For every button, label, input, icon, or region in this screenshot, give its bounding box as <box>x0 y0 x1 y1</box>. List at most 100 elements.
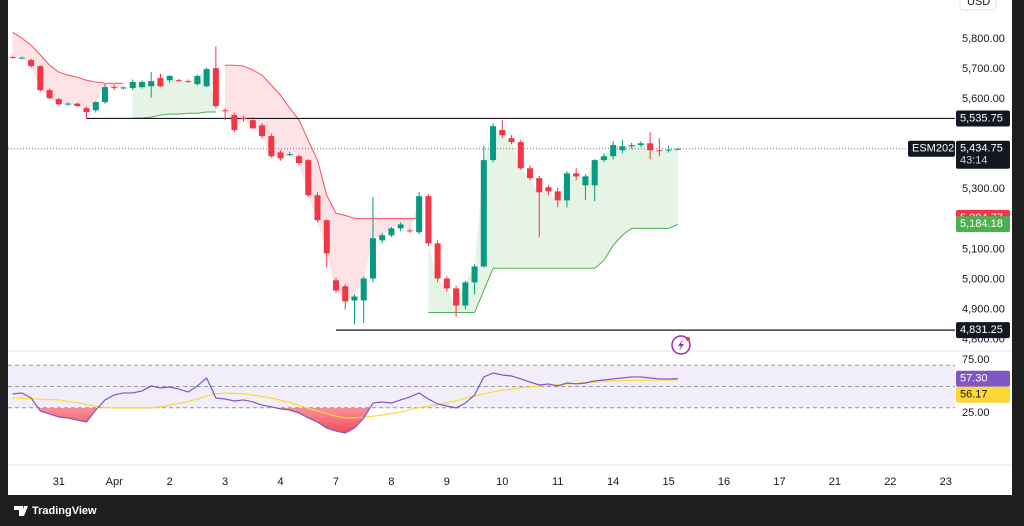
x-tick-label: 31 <box>53 476 65 488</box>
level-label-box <box>956 322 1010 339</box>
band-line <box>132 111 216 119</box>
chart-area <box>8 0 1012 495</box>
currency: USD <box>967 0 990 8</box>
candle-body <box>18 57 25 59</box>
candle-body <box>517 142 524 169</box>
candle-body <box>175 80 182 82</box>
brand-logo <box>14 506 28 516</box>
band-line <box>12 31 124 84</box>
candle-body <box>249 120 256 129</box>
candle-body <box>148 81 155 87</box>
candle-body <box>591 160 598 186</box>
currency-box[interactable] <box>959 0 997 11</box>
y-tick-label: 5,300.00 <box>962 183 1005 195</box>
band-fill <box>12 32 124 113</box>
candle-body <box>610 145 617 157</box>
rsi-last-label: 57.30 <box>960 373 988 385</box>
candle-body <box>582 176 589 186</box>
candle-body <box>471 266 478 283</box>
candle-body <box>74 103 81 107</box>
x-tick-label: 7 <box>333 476 339 488</box>
candle-body <box>203 69 210 87</box>
candle-body <box>379 235 386 241</box>
candle-body <box>259 125 266 137</box>
y-tick-label: 5,100.00 <box>962 243 1005 255</box>
y-tick-label: 4,900.00 <box>962 303 1005 315</box>
y-tick-label: 5,800.00 <box>962 33 1005 45</box>
candle-body <box>92 102 99 111</box>
candle-body <box>212 68 219 107</box>
y-tick-label: 5,600.00 <box>962 93 1005 105</box>
candle-body <box>157 78 164 87</box>
x-tick-label: 3 <box>222 476 228 488</box>
price-pane <box>8 31 955 331</box>
candle-body <box>9 57 16 59</box>
candle-body <box>296 156 303 164</box>
candle-body <box>656 150 663 152</box>
oversold-fill <box>12 407 678 434</box>
candle-body <box>545 187 552 192</box>
level-label: 5,535.75 <box>960 112 1003 124</box>
candle-body <box>286 154 293 156</box>
candle-body <box>647 143 654 151</box>
candle-body <box>628 145 635 147</box>
x-tick-label: 4 <box>277 476 283 488</box>
candle-body <box>490 126 497 161</box>
candle-body <box>55 99 62 105</box>
x-tick-label: 2 <box>167 476 173 488</box>
candle-body <box>637 143 644 146</box>
candle-body <box>351 296 358 301</box>
candle-body <box>37 66 44 91</box>
band-line <box>428 223 679 313</box>
band-fill <box>428 126 678 313</box>
last-price-box <box>956 140 1010 169</box>
x-tick-label: 9 <box>444 476 450 488</box>
candle-body <box>443 278 450 289</box>
candle-body <box>166 76 173 81</box>
candle-body <box>342 286 349 302</box>
x-tick-label: 14 <box>607 476 619 488</box>
candle-body <box>416 196 423 233</box>
candle-body <box>434 243 441 279</box>
candle-body <box>462 282 469 306</box>
rsi-line <box>12 372 678 434</box>
x-tick-label: 8 <box>388 476 394 488</box>
candle-body <box>65 103 72 105</box>
indicator-label-box <box>956 216 1010 233</box>
indicator-label: 5,184.18 <box>960 218 1003 230</box>
y-tick-label: 5,000.00 <box>962 273 1005 285</box>
candle-body <box>665 149 672 151</box>
x-tick-label: 23 <box>940 476 952 488</box>
level-label-box <box>956 110 1010 127</box>
level-label: 4,831.25 <box>960 324 1003 336</box>
y-tick-label: 75.00 <box>962 354 990 366</box>
candle-body <box>674 148 681 150</box>
x-tick-label: Apr <box>106 476 123 488</box>
rsi-last-label-box <box>956 370 1010 387</box>
candle-body <box>268 136 275 157</box>
candle-body <box>573 173 580 177</box>
y-tick-label: 25.00 <box>962 407 990 419</box>
candle-body <box>508 138 515 143</box>
rsi-last-label: 56.17 <box>960 389 988 401</box>
candle-body <box>185 81 192 83</box>
rsi-line <box>12 379 678 419</box>
x-tick-label: 15 <box>662 476 674 488</box>
candle-body <box>563 173 570 201</box>
candle-body <box>120 87 127 89</box>
x-tick-label: 22 <box>884 476 896 488</box>
candle-body <box>102 87 109 103</box>
candle-body <box>360 278 367 301</box>
candle-body <box>194 76 201 85</box>
symbol-box <box>908 140 955 157</box>
candle-body <box>83 108 90 113</box>
candle-body <box>600 156 607 161</box>
candle-body <box>527 168 534 179</box>
candle-body <box>369 238 376 279</box>
x-tick-label: 17 <box>773 476 785 488</box>
candle-body <box>388 228 395 236</box>
chart-layer: 5,800.00 5,700.00 5,600.00 5,300.00 5,100.00… <box>8 31 1010 488</box>
candle-body <box>305 160 312 196</box>
last-price: 5,434.75 <box>960 143 1003 155</box>
